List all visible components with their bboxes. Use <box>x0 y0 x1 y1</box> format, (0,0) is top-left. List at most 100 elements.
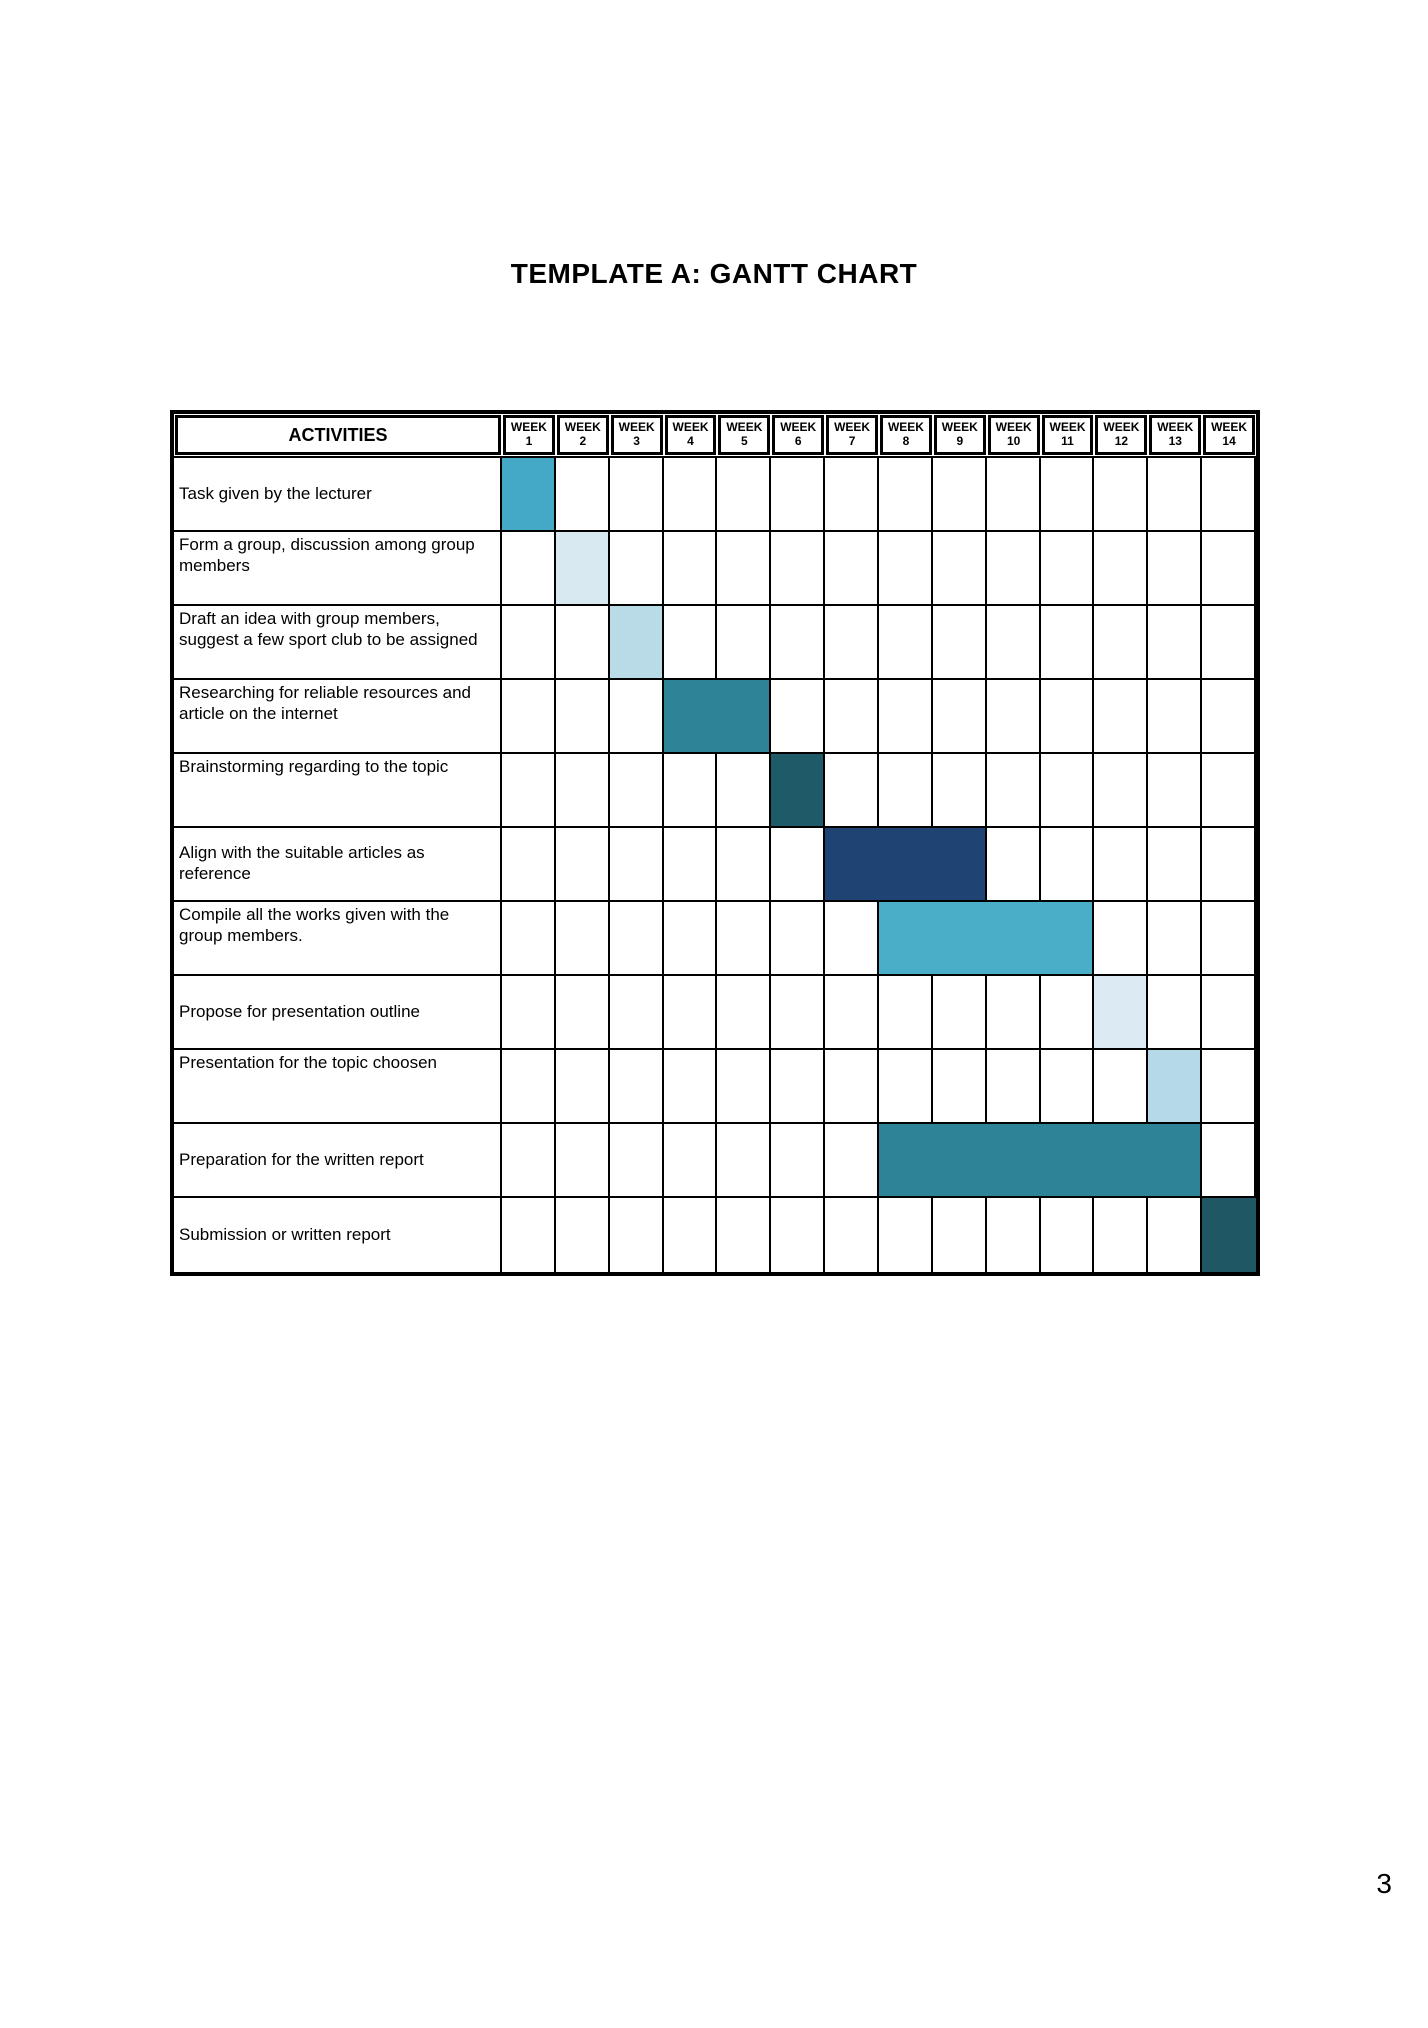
week-cell <box>933 606 987 678</box>
week-cell <box>502 828 556 900</box>
week-header: WEEK 4 <box>664 415 717 455</box>
week-header: WEEK 13 <box>1149 415 1202 455</box>
week-cell <box>987 606 1041 678</box>
week-header-label: WEEK <box>564 420 601 435</box>
week-cell <box>664 976 718 1048</box>
week-header-label: WEEK <box>1211 420 1248 435</box>
week-cell <box>1148 532 1203 604</box>
week-cell <box>771 1124 826 1196</box>
week-cell <box>771 680 826 752</box>
week-cell <box>771 828 826 900</box>
week-cell <box>556 1198 610 1272</box>
activity-label: Task given by the lecturer <box>174 458 502 530</box>
week-cell <box>771 458 826 530</box>
week-cell <box>717 458 772 530</box>
week-cell <box>1041 976 1095 1048</box>
week-header-label: WEEK <box>941 420 978 435</box>
week-cell <box>610 754 664 826</box>
gantt-row: Presentation for the topic choosen <box>174 1050 1257 1124</box>
week-cell <box>1041 828 1095 900</box>
week-headers: WEEK 1 WEEK 2 WEEK 3 WEEK 4 WEEK 5 WEEK 6 WEEK 7 WEEK 8… <box>502 414 1256 456</box>
week-cell <box>825 902 880 974</box>
week-cell <box>502 976 556 1048</box>
week-cell <box>1041 680 1095 752</box>
week-cell <box>933 458 987 530</box>
gantt-row: Researching for reliable resources and a… <box>174 680 1257 754</box>
week-header-label: WEEK <box>672 420 709 435</box>
week-cell <box>825 754 880 826</box>
week-header: WEEK 11 <box>1041 415 1094 455</box>
week-cell <box>825 1124 880 1196</box>
activity-label: Submission or written report <box>174 1198 502 1272</box>
week-cell <box>1041 902 1095 974</box>
activity-label: Compile all the works given with the gro… <box>174 902 502 974</box>
week-cell <box>1094 1050 1149 1122</box>
week-header-number: 11 <box>1061 434 1074 448</box>
week-cell <box>825 606 880 678</box>
week-cells <box>502 680 1257 752</box>
week-cell <box>1202 532 1257 604</box>
week-header-number: 1 <box>525 434 533 448</box>
week-cells <box>502 1198 1257 1272</box>
week-cell <box>825 532 880 604</box>
week-cells <box>502 828 1257 900</box>
week-cell <box>771 1050 826 1122</box>
week-cell <box>825 1050 880 1122</box>
week-cell <box>1041 606 1095 678</box>
week-cell <box>987 680 1041 752</box>
week-cell <box>1041 458 1095 530</box>
gantt-bar <box>1094 976 1147 1048</box>
gantt-row: Task given by the lecturer <box>174 458 1257 532</box>
gantt-bar <box>1202 1198 1256 1272</box>
gantt-body: Task given by the lecturer Form a group, … <box>174 458 1257 1272</box>
week-cell <box>1148 902 1203 974</box>
week-cell <box>933 976 987 1048</box>
week-cell <box>825 1198 880 1272</box>
gantt-row: Brainstorming regarding to the topic <box>174 754 1257 828</box>
week-cell <box>664 606 718 678</box>
week-header-number: 10 <box>1006 434 1021 448</box>
week-cell <box>771 1198 826 1272</box>
week-cell <box>664 828 718 900</box>
week-cell <box>1094 754 1149 826</box>
week-cell <box>502 458 556 530</box>
week-cell <box>664 754 718 826</box>
week-cell <box>987 1050 1041 1122</box>
gantt-row: Form a group, discussion among group mem… <box>174 532 1257 606</box>
week-cell <box>556 1124 610 1196</box>
week-cell <box>1202 606 1257 678</box>
week-cell <box>771 976 826 1048</box>
week-header-label: WEEK <box>780 420 817 435</box>
week-header-number: 2 <box>579 434 587 448</box>
week-cell <box>987 754 1041 826</box>
week-header: WEEK 2 <box>556 415 609 455</box>
week-cell <box>610 458 664 530</box>
gantt-bar <box>879 902 1093 974</box>
week-cell <box>933 1050 987 1122</box>
week-header: WEEK 12 <box>1095 415 1148 455</box>
week-cell <box>556 976 610 1048</box>
gantt-bar <box>1148 1050 1201 1122</box>
week-cell <box>1094 532 1149 604</box>
week-cell <box>1094 828 1149 900</box>
week-cell <box>717 680 772 752</box>
gantt-bar <box>771 754 824 826</box>
week-cell <box>1094 606 1149 678</box>
week-header-label: WEEK <box>1103 420 1140 435</box>
week-header-number: 13 <box>1168 434 1182 448</box>
activity-label: Form a group, discussion among group mem… <box>174 532 502 604</box>
week-cell <box>556 606 610 678</box>
week-cell <box>1202 902 1257 974</box>
week-cell <box>1094 680 1149 752</box>
week-cell <box>1202 1050 1257 1122</box>
week-cell <box>502 754 556 826</box>
page-title: TEMPLATE A: GANTT CHART <box>510 258 918 289</box>
week-cell <box>610 902 664 974</box>
week-header-label: WEEK <box>834 420 871 435</box>
week-cell <box>717 1050 772 1122</box>
week-header-label: WEEK <box>887 420 924 435</box>
week-cell <box>1202 1124 1257 1196</box>
week-cells <box>502 754 1257 826</box>
week-header-label: WEEK <box>995 420 1032 435</box>
